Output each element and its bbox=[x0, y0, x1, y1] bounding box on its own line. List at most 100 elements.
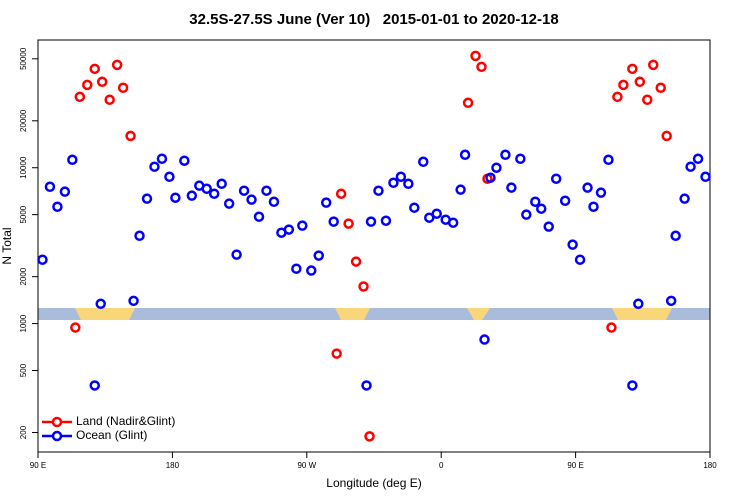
x-tick-label: 0 bbox=[439, 461, 444, 470]
legend-marker bbox=[51, 416, 63, 428]
point bbox=[291, 263, 302, 274]
x-axis-label: Longitude (deg E) bbox=[326, 476, 421, 490]
point bbox=[543, 221, 554, 232]
point bbox=[395, 171, 407, 183]
point bbox=[447, 217, 459, 228]
point bbox=[104, 94, 115, 106]
point bbox=[253, 211, 265, 222]
point bbox=[424, 212, 435, 223]
point bbox=[459, 149, 471, 161]
point bbox=[530, 196, 541, 207]
point bbox=[201, 183, 212, 195]
point bbox=[612, 91, 623, 103]
y-tick-label: 500 bbox=[19, 363, 28, 377]
point bbox=[238, 185, 250, 196]
point bbox=[96, 76, 108, 88]
point bbox=[515, 153, 526, 164]
land-patch bbox=[75, 308, 135, 320]
point bbox=[111, 59, 123, 71]
point bbox=[231, 249, 242, 260]
point bbox=[431, 208, 442, 219]
point bbox=[246, 194, 257, 205]
legend-label: Ocean (Glint) bbox=[76, 428, 147, 442]
point bbox=[37, 254, 48, 265]
point bbox=[52, 201, 63, 212]
point bbox=[223, 198, 235, 209]
x-tick-label: 90 E bbox=[30, 461, 46, 470]
point bbox=[670, 230, 681, 242]
point bbox=[350, 256, 362, 267]
y-tick-label: 200 bbox=[19, 425, 28, 439]
point bbox=[128, 295, 139, 307]
point bbox=[67, 154, 78, 166]
point bbox=[700, 171, 711, 183]
point bbox=[117, 82, 129, 93]
point bbox=[364, 431, 375, 442]
point bbox=[361, 380, 372, 391]
point bbox=[491, 162, 502, 173]
point bbox=[268, 196, 280, 207]
point bbox=[95, 298, 106, 310]
point bbox=[380, 215, 392, 226]
point bbox=[164, 171, 175, 183]
point bbox=[692, 153, 704, 164]
point bbox=[343, 218, 354, 229]
point bbox=[506, 182, 517, 193]
y-axis-label: N Total bbox=[0, 227, 14, 264]
point bbox=[476, 61, 487, 73]
y-tick-label: 2000 bbox=[19, 267, 28, 285]
point bbox=[186, 190, 198, 201]
x-tick-label: 90 E bbox=[567, 461, 583, 470]
point bbox=[633, 298, 644, 310]
point bbox=[208, 188, 220, 199]
point bbox=[567, 239, 578, 250]
point bbox=[358, 281, 369, 292]
land-patch bbox=[335, 308, 370, 320]
point bbox=[409, 202, 420, 213]
land-patch bbox=[612, 308, 672, 320]
series bbox=[70, 50, 672, 442]
point bbox=[297, 220, 308, 231]
point bbox=[500, 149, 511, 161]
point bbox=[634, 76, 646, 88]
point bbox=[306, 265, 317, 276]
point bbox=[82, 79, 93, 91]
point bbox=[618, 79, 629, 91]
point bbox=[331, 348, 342, 359]
point bbox=[470, 50, 481, 62]
point bbox=[134, 230, 145, 242]
point bbox=[59, 186, 71, 197]
point bbox=[536, 203, 547, 214]
point bbox=[125, 130, 136, 142]
point bbox=[550, 173, 562, 184]
x-tick-label: 90 W bbox=[297, 461, 316, 470]
point bbox=[655, 82, 666, 93]
point bbox=[335, 188, 347, 199]
point bbox=[89, 63, 100, 75]
point bbox=[74, 91, 86, 103]
point bbox=[418, 156, 429, 168]
point bbox=[582, 182, 593, 193]
y-tick-label: 1000 bbox=[19, 314, 28, 332]
point bbox=[89, 380, 100, 391]
point bbox=[665, 295, 677, 307]
point bbox=[603, 154, 614, 166]
point bbox=[261, 185, 272, 196]
point bbox=[388, 177, 399, 189]
point bbox=[179, 155, 190, 166]
point bbox=[574, 254, 586, 265]
point bbox=[588, 201, 599, 212]
point bbox=[156, 153, 168, 164]
point bbox=[328, 216, 339, 227]
series bbox=[37, 149, 711, 391]
point bbox=[642, 94, 653, 106]
ocean-band bbox=[38, 308, 710, 320]
point bbox=[679, 193, 690, 204]
land-patch bbox=[467, 308, 490, 320]
point bbox=[648, 59, 659, 71]
point bbox=[403, 178, 414, 190]
point bbox=[479, 334, 490, 345]
point bbox=[216, 178, 227, 190]
point bbox=[485, 172, 496, 183]
